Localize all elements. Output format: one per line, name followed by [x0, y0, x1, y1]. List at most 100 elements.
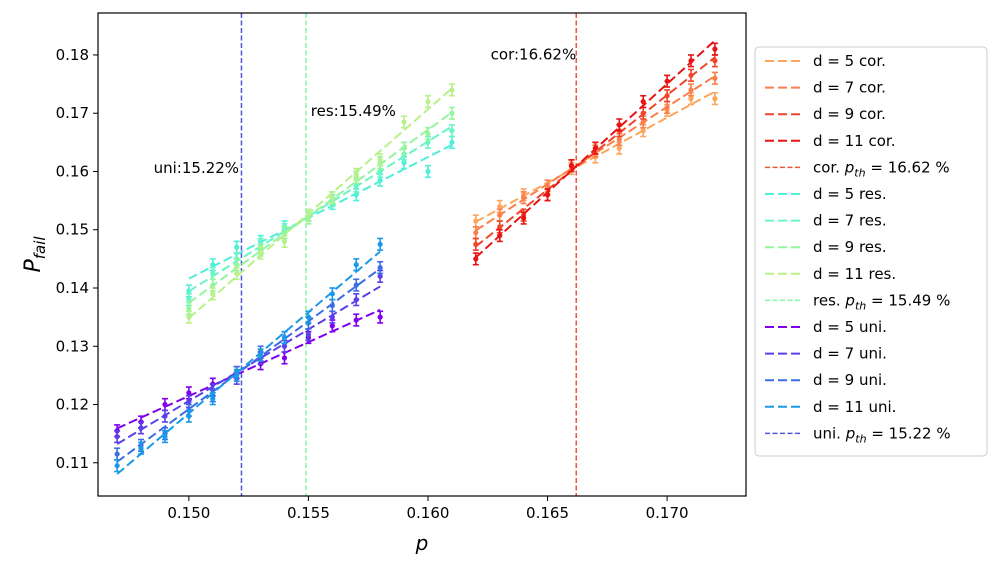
data-point [497, 212, 503, 218]
legend-label: cor. pth = 16.62 % [813, 158, 950, 179]
data-point [640, 119, 646, 125]
data-point [329, 323, 335, 329]
legend-label: uni. pth = 15.22 % [813, 424, 951, 445]
data-point [186, 390, 192, 396]
legend: d = 5 cor. d = 7 cor. d = 9 cor. d = 11 cor… [754, 46, 988, 457]
data-point [521, 195, 527, 201]
data-point [114, 463, 120, 469]
plot-frame [97, 12, 747, 497]
legend-label: d = 9 uni. [813, 371, 887, 389]
data-point [449, 139, 455, 145]
data-point [353, 297, 359, 303]
y-tick-label: 0.16 [56, 162, 89, 180]
data-point [377, 157, 383, 163]
data-point [234, 244, 240, 250]
data-point [162, 433, 168, 440]
series-fit-line [116, 285, 381, 445]
data-point [473, 230, 479, 236]
data-point [473, 218, 479, 224]
series-fit-line [188, 143, 453, 280]
legend-label: d = 5 cor. [813, 52, 886, 70]
series-group [185, 124, 455, 307]
data-point [640, 98, 646, 105]
data-point [616, 136, 622, 143]
x-tick-label: 0.165 [526, 504, 569, 522]
y-tick-label: 0.15 [56, 221, 89, 239]
data-point [353, 183, 359, 189]
y-tick-label: 0.11 [56, 454, 89, 472]
y-tick-label: 0.18 [56, 46, 89, 64]
series-group [472, 71, 718, 240]
legend-label: d = 7 res. [813, 212, 887, 230]
data-point [377, 241, 383, 247]
legend-label: d = 9 res. [813, 238, 887, 256]
legend-label: d = 7 uni. [813, 345, 887, 363]
data-point [162, 413, 168, 419]
legend-box [754, 46, 988, 457]
series-fit-line [116, 250, 381, 475]
data-point [257, 352, 264, 358]
data-point [712, 58, 718, 64]
data-point [664, 78, 670, 84]
data-point [544, 183, 551, 189]
data-point [281, 238, 288, 244]
data-point [712, 75, 718, 81]
data-point [640, 128, 646, 134]
data-point [688, 96, 694, 102]
data-point [186, 413, 192, 419]
series-group [472, 90, 718, 228]
series-group [114, 237, 384, 475]
series-group [472, 39, 718, 266]
data-point [162, 401, 168, 408]
y-tick-label: 0.17 [56, 104, 89, 122]
y-tick-label: 0.13 [56, 337, 89, 355]
series-fit-line [116, 267, 381, 463]
legend-label: d = 5 res. [813, 185, 887, 203]
series-fit-line [188, 87, 453, 319]
data-point [712, 46, 718, 52]
data-point [568, 163, 575, 169]
series-fit-line [188, 111, 453, 304]
data-point [401, 160, 407, 166]
data-point [353, 262, 359, 268]
data-point [186, 305, 192, 311]
annotations: cor:16.62% res:15.49% uni:15.22% [154, 46, 577, 178]
data-point [497, 232, 503, 239]
data-point [401, 145, 407, 151]
data-point [688, 72, 694, 78]
data-point [473, 256, 479, 262]
y-tick-label: 0.14 [56, 279, 89, 297]
data-point [664, 93, 670, 99]
data-point [425, 139, 431, 145]
data-point [664, 104, 670, 110]
data-point [640, 110, 646, 116]
data-point [616, 122, 622, 128]
data-point [305, 314, 312, 320]
threshold-annotation: uni:15.22% [154, 159, 239, 177]
data-point [281, 343, 288, 349]
data-point [449, 128, 455, 134]
data-point [210, 396, 216, 402]
data-point [712, 96, 718, 102]
x-axis-label: p [415, 531, 429, 555]
data-point [377, 177, 383, 183]
legend-label: res. pth = 15.49 % [813, 291, 950, 312]
y-tick-label: 0.12 [56, 396, 89, 414]
data-point [688, 58, 694, 64]
legend-label: d = 11 cor. [813, 132, 895, 150]
data-point [257, 250, 264, 256]
data-point [210, 262, 216, 268]
data-point [329, 302, 335, 309]
data-point [377, 273, 383, 279]
data-point [234, 372, 240, 378]
legend-label: d = 11 uni. [813, 398, 896, 416]
legend-label: d = 5 uni. [813, 318, 887, 336]
data-point [473, 241, 479, 247]
data-point [497, 224, 503, 230]
data-point [425, 168, 431, 175]
data-point [305, 212, 312, 218]
data-point [329, 314, 335, 320]
data-point [521, 215, 527, 221]
data-point [281, 355, 288, 361]
x-tick-label: 0.150 [167, 504, 210, 522]
